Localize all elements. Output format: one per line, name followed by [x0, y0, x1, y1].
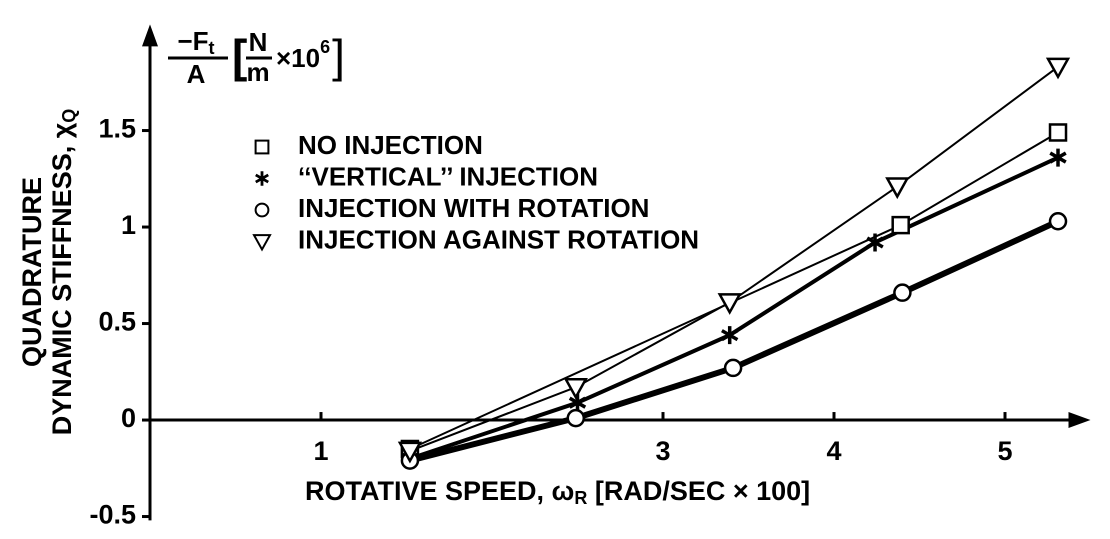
marker: [254, 202, 270, 218]
marker: [721, 326, 739, 345]
x-tick-label: 1: [313, 436, 328, 466]
y-unit: −Ft A [ N m ×106]: [168, 26, 345, 89]
unit-numerator: −Ft: [177, 26, 214, 58]
x-tick-label: 5: [997, 436, 1012, 466]
y-axis-label: QUADRATURE DYNAMIC STIFFNESS, χQ: [17, 109, 79, 436]
marker: [1048, 123, 1068, 142]
bracket: ]: [332, 30, 345, 82]
series-line: [409, 66, 1059, 452]
y-tick-label: -0.5: [89, 500, 136, 530]
y-tick-label: 1: [121, 210, 136, 240]
marker: [891, 215, 910, 235]
y-axis-arrow: [142, 24, 158, 47]
legend-label: ‘‘VERTICAL’’ INJECTION: [298, 161, 598, 191]
x-label-text: [RAD/SEC × 100]: [587, 476, 810, 506]
legend-label: INJECTION WITH ROTATION: [298, 193, 649, 223]
bracket: [: [232, 30, 247, 82]
legend-label: NO INJECTION: [298, 130, 483, 160]
y-tick-label: 0: [121, 403, 136, 433]
marker: [252, 234, 272, 252]
x-tick-label: 3: [655, 436, 670, 466]
unit-denominator: A: [187, 59, 206, 89]
unit-text: ×10: [276, 43, 320, 73]
x-tick-label: 4: [826, 436, 841, 466]
marker: [1049, 148, 1067, 167]
x-label-text: R: [574, 488, 587, 508]
x-label-text: ROTATIVE SPEED, ω: [305, 476, 574, 506]
unit-text: 6: [320, 37, 330, 57]
y-label-text: DYNAMIC STIFFNESS, χ: [47, 122, 77, 435]
marker: [885, 177, 910, 200]
unit-numerator: N: [249, 27, 268, 57]
marker: [717, 293, 742, 315]
x-axis-label: ROTATIVE SPEED, ωR [RAD/SEC × 100]: [305, 476, 810, 508]
y-label-line: QUADRATURE: [17, 177, 47, 367]
unit-denominator: m: [246, 57, 269, 87]
marker: [255, 171, 269, 186]
legend-label: INJECTION AGAINST ROTATION: [298, 224, 699, 254]
marker: [397, 441, 423, 464]
marker: [1045, 57, 1071, 80]
marker: [866, 233, 884, 252]
x-axis-arrow: [1068, 412, 1091, 429]
marker: [893, 283, 912, 302]
unit-text: −F: [177, 26, 208, 56]
y-tick-label: 0.5: [98, 307, 136, 337]
y-label-line: DYNAMIC STIFFNESS, χQ: [47, 109, 79, 436]
y-tick-label: 1.5: [98, 114, 136, 144]
marker: [566, 408, 586, 428]
marker: [254, 139, 270, 155]
unit-text: t: [209, 38, 215, 58]
marker: [723, 358, 743, 378]
unit-multiplier: ×106]: [276, 30, 345, 82]
marker: [1048, 212, 1068, 231]
y-label-text: Q: [59, 109, 79, 123]
marker: [563, 377, 588, 400]
